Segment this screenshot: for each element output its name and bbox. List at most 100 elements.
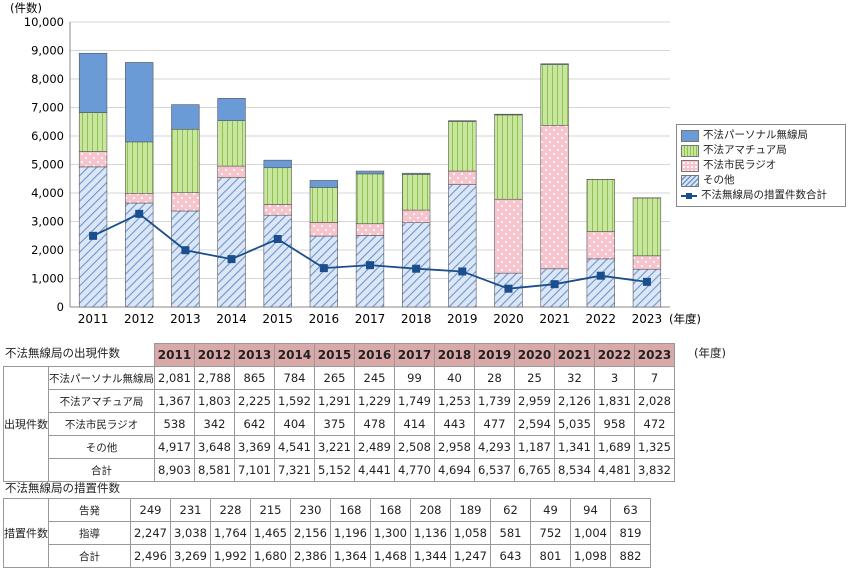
table1-value-cell: 2,126: [555, 390, 595, 413]
table2-value-cell: 1,468: [371, 545, 411, 568]
table2-value-cell: 1,364: [331, 545, 371, 568]
table1-value-cell: 865: [235, 367, 275, 390]
bar-segment-personal: [448, 121, 476, 122]
table1-value-cell: 2,225: [235, 390, 275, 413]
table1-value-cell: 1,803: [195, 390, 235, 413]
table1-year-cell: 2014: [275, 344, 315, 367]
table2-value-cell: 643: [491, 545, 531, 568]
line-point: [89, 232, 97, 240]
table2-value-cell: 49: [531, 499, 571, 522]
legend-swatch-citizen-radio: [681, 160, 699, 172]
table2-value-cell: 63: [611, 499, 651, 522]
table1-value-cell: 2,508: [395, 436, 435, 459]
x-tick-label: 2016: [309, 312, 340, 326]
table2-group-label: 措置件数: [4, 499, 49, 568]
table1-value-cell: 1,831: [595, 390, 635, 413]
table1-value-cell: 7: [635, 367, 675, 390]
x-tick-label: 2020: [493, 312, 524, 326]
table1-value-cell: 1,187: [515, 436, 555, 459]
bar-segment-personal: [264, 160, 292, 168]
y-tick-label: 4,000: [31, 186, 64, 200]
table2-value-cell: 3,038: [171, 522, 211, 545]
table1-value-cell: 538: [155, 413, 195, 436]
bar-segment-citizen-radio: [125, 193, 153, 203]
y-unit-label: (件数): [10, 1, 42, 15]
table2-row-label: 告発: [49, 499, 131, 522]
x-tick-label: 2018: [401, 312, 432, 326]
bar-segment-amateur: [172, 129, 200, 192]
table1-year-cell: 2023: [635, 344, 675, 367]
table1-year-cell: 2022: [595, 344, 635, 367]
table1-value-cell: 958: [595, 413, 635, 436]
x-tick-label: 2015: [262, 312, 293, 326]
table2-value-cell: 1,004: [571, 522, 611, 545]
table1-value-cell: 28: [475, 367, 515, 390]
line-point: [643, 278, 651, 286]
bar-segment-amateur: [218, 121, 246, 166]
table2-value-cell: 189: [451, 499, 491, 522]
table1-value-cell: 4,917: [155, 436, 195, 459]
bar-segment-citizen-radio: [448, 171, 476, 185]
bar-segment-amateur: [264, 168, 292, 205]
table1-value-cell: 1,592: [275, 390, 315, 413]
table1-value-cell: 245: [355, 367, 395, 390]
bar-segment-citizen-radio: [172, 193, 200, 211]
legend-item-other: その他: [681, 173, 841, 188]
line-point: [228, 255, 236, 263]
table1-value-cell: 342: [195, 413, 235, 436]
table2-value-cell: 1,680: [251, 545, 291, 568]
bar-segment-amateur: [310, 187, 338, 222]
table2-value-cell: 801: [531, 545, 571, 568]
table1-value-cell: 404: [275, 413, 315, 436]
table1-value-cell: 6,537: [475, 459, 515, 482]
table2-row-label: 指導: [49, 522, 131, 545]
bar-segment-citizen-radio: [587, 232, 615, 259]
table1-value-cell: 414: [395, 413, 435, 436]
table1-value-cell: 4,441: [355, 459, 395, 482]
table2-value-cell: 168: [371, 499, 411, 522]
table2-value-cell: 2,156: [291, 522, 331, 545]
table2-value-cell: 249: [131, 499, 171, 522]
table1-row-label: 合計: [49, 459, 155, 482]
table1-value-cell: 3,369: [235, 436, 275, 459]
table2-value-cell: 168: [331, 499, 371, 522]
table2-value-cell: 2,496: [131, 545, 171, 568]
legend-label-citizen-radio: 不法市民ラジオ: [703, 158, 776, 173]
table1-year-cell: 2017: [395, 344, 435, 367]
table1-value-cell: 2,594: [515, 413, 555, 436]
table1-row-label: 不法パーソナル無線局: [49, 367, 155, 390]
legend-item-citizen-radio: 不法市民ラジオ: [681, 158, 841, 173]
line-point: [135, 210, 143, 218]
bar-segment-other: [587, 259, 615, 307]
bar-segment-personal: [310, 180, 338, 187]
legend-label-amateur: 不法アマチュア局: [703, 143, 787, 158]
bar-segment-other: [218, 178, 246, 307]
table1-value-cell: 7,101: [235, 459, 275, 482]
bar-segment-citizen-radio: [402, 210, 430, 223]
table1-value-cell: 32: [555, 367, 595, 390]
legend-item-personal: 不法パーソナル無線局: [681, 128, 841, 143]
y-tick-label: 1,000: [31, 272, 64, 286]
table1-value-cell: 2,959: [515, 390, 555, 413]
table1-value-cell: 4,481: [595, 459, 635, 482]
bar-segment-other: [356, 236, 384, 307]
table1-value-cell: 375: [315, 413, 355, 436]
table1-value-cell: 99: [395, 367, 435, 390]
table1-value-cell: 4,694: [435, 459, 475, 482]
bar-segment-citizen-radio: [79, 152, 107, 167]
line-point: [458, 267, 466, 275]
table1-row-label: 不法アマチュア局: [49, 390, 155, 413]
bar-segment-personal: [356, 171, 384, 174]
bar-segment-personal: [79, 53, 107, 112]
bar-segment-amateur: [587, 179, 615, 231]
line-point: [551, 280, 559, 288]
table2-value-cell: 228: [211, 499, 251, 522]
table1-value-cell: 642: [235, 413, 275, 436]
